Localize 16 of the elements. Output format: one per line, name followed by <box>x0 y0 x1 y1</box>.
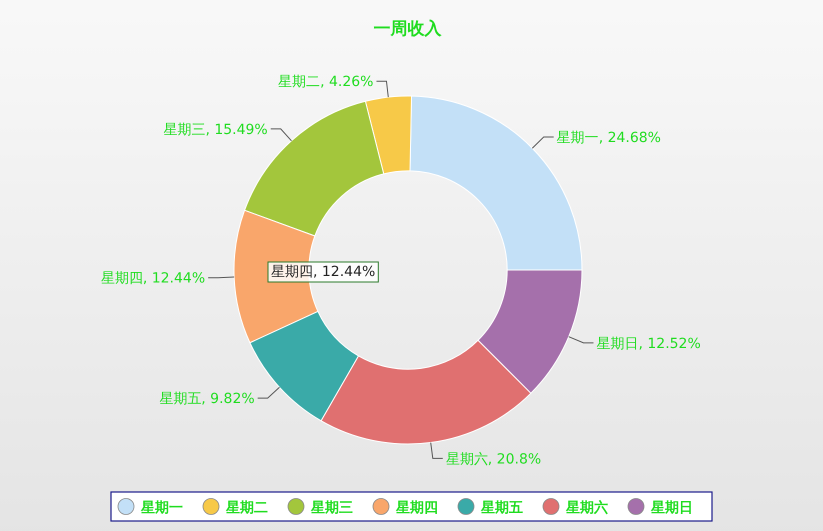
legend-label: 星期三 <box>310 500 353 516</box>
data-label: 星期四, 12.44% <box>100 270 206 287</box>
legend-label: 星期五 <box>480 500 523 516</box>
legend-label: 星期日 <box>650 500 693 516</box>
legend-label: 星期二 <box>225 500 268 516</box>
data-label: 星期六, 20.8% <box>446 451 542 468</box>
data-label: 星期二, 4.26% <box>278 74 374 90</box>
legend-label: 星期六 <box>565 499 608 516</box>
data-label: 星期一, 24.68% <box>556 130 661 146</box>
data-label: 星期五, 9.82% <box>159 391 255 408</box>
data-label: 星期三, 15.49% <box>163 122 268 138</box>
text: 星期四, 12.44% <box>271 264 376 280</box>
legend-label: 星期一 <box>140 500 183 516</box>
chart-title: 一周收入 <box>374 19 442 39</box>
legend-label: 星期四 <box>395 500 438 516</box>
data-label: 星期日, 12.52% <box>596 336 701 352</box>
